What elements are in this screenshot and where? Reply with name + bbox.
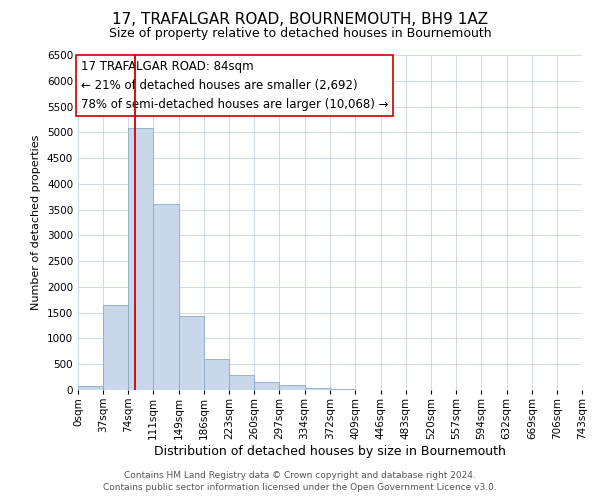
Text: 17, TRAFALGAR ROAD, BOURNEMOUTH, BH9 1AZ: 17, TRAFALGAR ROAD, BOURNEMOUTH, BH9 1AZ xyxy=(112,12,488,28)
Text: 17 TRAFALGAR ROAD: 84sqm
← 21% of detached houses are smaller (2,692)
78% of sem: 17 TRAFALGAR ROAD: 84sqm ← 21% of detach… xyxy=(80,60,388,111)
Bar xyxy=(280,386,305,390)
Bar xyxy=(78,386,103,390)
Bar xyxy=(153,204,179,390)
Bar xyxy=(128,128,153,390)
Bar xyxy=(204,358,229,390)
Bar xyxy=(305,388,331,390)
Bar xyxy=(103,305,128,390)
Bar xyxy=(179,316,204,390)
X-axis label: Distribution of detached houses by size in Bournemouth: Distribution of detached houses by size … xyxy=(154,444,506,458)
Text: Contains HM Land Registry data © Crown copyright and database right 2024.
Contai: Contains HM Land Registry data © Crown c… xyxy=(103,471,497,492)
Bar xyxy=(254,382,280,390)
Text: Size of property relative to detached houses in Bournemouth: Size of property relative to detached ho… xyxy=(109,28,491,40)
Y-axis label: Number of detached properties: Number of detached properties xyxy=(31,135,41,310)
Bar xyxy=(331,389,355,390)
Bar xyxy=(229,375,254,390)
